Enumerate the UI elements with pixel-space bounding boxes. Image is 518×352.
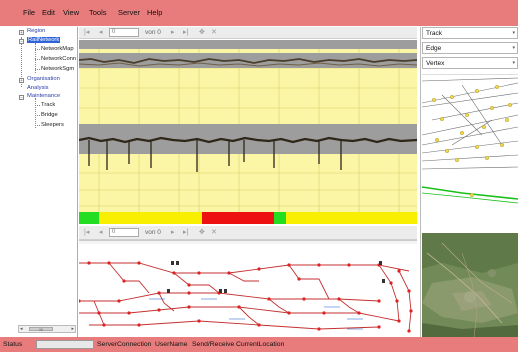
tree-connector <box>35 59 40 60</box>
label-underlines <box>149 298 363 330</box>
signal-trace-lower <box>79 136 417 144</box>
tree-item-network-conn[interactable]: NetworkConn <box>41 56 77 62</box>
status-segment-yellow <box>99 212 202 224</box>
tree-item-organisation[interactable]: Organisation <box>27 76 60 82</box>
page-count-label: von 0 <box>145 29 161 36</box>
tree-connector <box>35 115 40 116</box>
tree-connector <box>35 69 40 70</box>
track-select[interactable]: Track ▾ <box>422 27 518 39</box>
track-topology-view[interactable] <box>422 74 518 231</box>
menu-bar: File Edit View Tools Server Help <box>0 0 518 26</box>
signal-band-upper-top <box>79 40 417 49</box>
edge-select[interactable]: Edge ▾ <box>422 42 518 54</box>
selected-track-line <box>422 186 518 200</box>
track-geometry-svg <box>79 40 417 224</box>
last-page-icon[interactable]: ▸| <box>183 29 189 36</box>
edge-select-value: Edge <box>426 45 442 52</box>
status-bar: Status ServerConnection UserName Send/Re… <box>0 337 518 352</box>
navigation-tree: + Region − RailNetwork NetworkMap Networ… <box>16 27 78 337</box>
status-segment-yellow <box>286 212 417 224</box>
first-page-icon[interactable]: |◂ <box>84 29 90 36</box>
track-lines <box>79 262 412 332</box>
status-segment-green <box>274 212 286 224</box>
bottom-plot-toolbar: |◂ ◂ 0 von 0 ▸ ▸| ✥ ✕ <box>79 226 417 240</box>
track-select-value: Track <box>426 30 443 37</box>
previous-page-icon[interactable]: ◂ <box>99 229 103 236</box>
status-label: Status <box>3 341 23 348</box>
topology-lines <box>422 77 518 170</box>
network-schematic-svg <box>79 241 417 333</box>
tree-item-sleepers[interactable]: Sleepers <box>41 122 64 128</box>
previous-page-icon[interactable]: ◂ <box>99 29 103 36</box>
aerial-map[interactable] <box>422 233 518 337</box>
signal-trace-upper-secondary <box>79 62 417 67</box>
server-connection-status: ServerConnection <box>97 341 152 348</box>
chevron-down-icon[interactable]: ▾ <box>512 30 515 36</box>
scroll-left-icon[interactable]: ◂ <box>20 326 23 332</box>
collapse-icon[interactable]: − <box>19 39 24 44</box>
track-topology-svg <box>422 77 518 204</box>
expand-icon[interactable]: + <box>19 78 24 83</box>
tree-item-region[interactable]: Region <box>27 28 46 34</box>
menu-tools[interactable]: Tools <box>89 8 107 17</box>
tree-connector <box>35 105 40 106</box>
right-panel: Track ▾ Edge ▾ Vertex ▾ <box>420 27 518 337</box>
pan-icon[interactable]: ✥ <box>199 29 205 36</box>
tree-item-analysis[interactable]: Analysis <box>27 85 49 91</box>
status-segment-red <box>202 212 274 224</box>
user-name-status: UserName <box>155 341 188 348</box>
tree-connector <box>21 37 22 87</box>
page-count-label: von 0 <box>145 229 161 236</box>
chevron-down-icon[interactable]: ▾ <box>512 45 515 51</box>
network-schematic[interactable] <box>79 240 417 335</box>
next-page-icon[interactable]: ▸ <box>171 29 175 36</box>
tree-connector <box>35 43 36 73</box>
tree-item-bridge[interactable]: Bridge <box>41 112 58 118</box>
menu-edit[interactable]: Edit <box>42 8 55 17</box>
menu-help[interactable]: Help <box>147 8 163 17</box>
track-geometry-plot[interactable] <box>79 40 417 224</box>
page-number-input[interactable]: 0 <box>109 228 139 237</box>
tree-item-network-map[interactable]: NetworkMap <box>41 46 74 52</box>
vertex-select[interactable]: Vertex ▾ <box>422 57 518 69</box>
pan-icon[interactable]: ✥ <box>199 229 205 236</box>
vertex-select-value: Vertex <box>426 60 445 67</box>
aerial-map-svg <box>422 233 518 337</box>
send-receive-status: Send/Receive <box>192 341 235 348</box>
first-page-icon[interactable]: |◂ <box>84 229 90 236</box>
tree-item-network-sgm[interactable]: NetworkSgm <box>41 66 75 72</box>
page-number-input[interactable]: 0 <box>109 28 139 37</box>
collapse-icon[interactable]: − <box>19 95 24 100</box>
menu-file[interactable]: File <box>23 8 36 17</box>
tree-connector <box>35 98 36 128</box>
expand-icon[interactable]: + <box>19 30 24 35</box>
tree-connector <box>35 125 40 126</box>
top-plot-toolbar: |◂ ◂ 0 von 0 ▸ ▸| ✥ ✕ <box>79 27 417 39</box>
scrollbar-thumb[interactable]: III <box>29 327 53 332</box>
menu-server[interactable]: Server <box>118 8 141 17</box>
topology-vertices <box>431 84 512 197</box>
status-progress-field <box>36 340 94 349</box>
menu-view[interactable]: View <box>63 8 80 17</box>
status-segment-green <box>79 212 99 224</box>
tree-horizontal-scrollbar[interactable]: ◂ III ▸ <box>18 325 76 333</box>
signal-markers <box>167 261 385 293</box>
scroll-right-icon[interactable]: ▸ <box>71 326 74 332</box>
close-icon[interactable]: ✕ <box>211 229 217 236</box>
schematic-top-edge <box>79 241 417 244</box>
tree-item-rail-network[interactable]: RailNetwork <box>27 37 61 43</box>
tree-connector <box>35 49 40 50</box>
signal-spikes <box>88 140 342 172</box>
tree-item-maintenance[interactable]: Maintenance <box>27 93 61 99</box>
chevron-down-icon[interactable]: ▾ <box>512 60 515 66</box>
track-nodes <box>79 261 413 333</box>
next-page-icon[interactable]: ▸ <box>171 229 175 236</box>
last-page-icon[interactable]: ▸| <box>183 229 189 236</box>
close-icon[interactable]: ✕ <box>211 29 217 36</box>
selected-track-line <box>422 192 518 204</box>
current-location-status: CurrentLocation <box>236 341 285 348</box>
tree-item-track[interactable]: Track <box>41 102 56 108</box>
signal-trace-upper <box>79 58 417 64</box>
